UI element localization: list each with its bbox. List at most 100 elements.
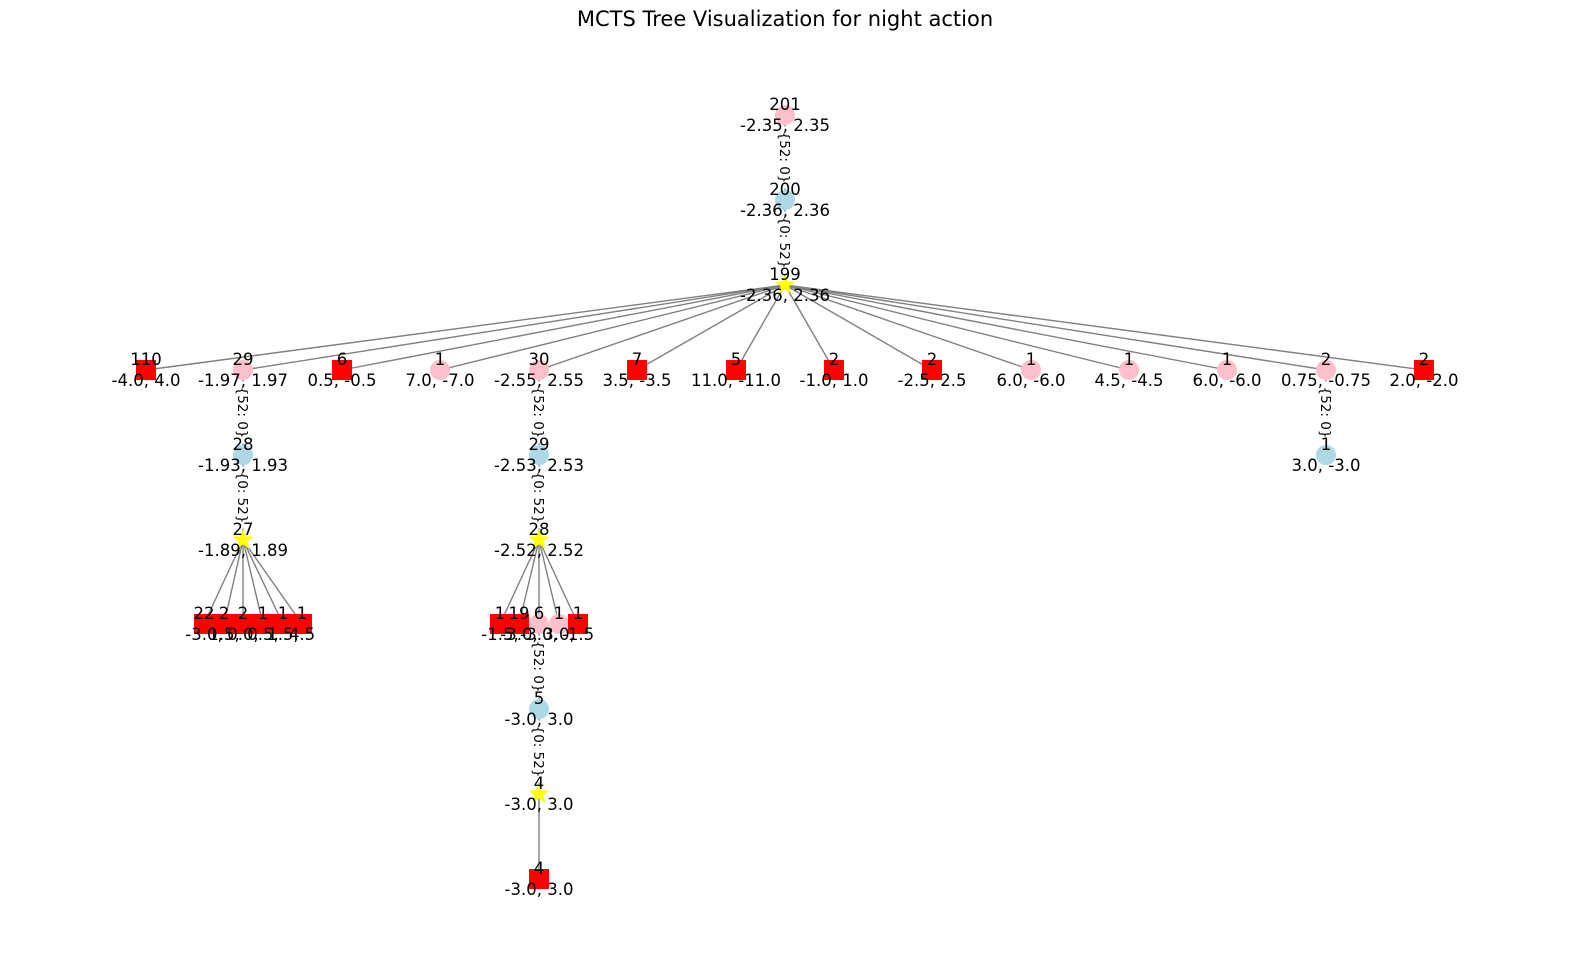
node-value: -2.52, 2.52 — [494, 541, 584, 560]
edge-label: {52: 0} — [1317, 387, 1333, 439]
tree-edge — [203, 539, 244, 625]
node-visit-count: 2 — [1419, 350, 1430, 369]
edge-label-group: {52: 0} — [530, 635, 548, 698]
tree-edge — [784, 284, 1425, 371]
tree-node-square — [509, 614, 529, 634]
tree-edge — [784, 284, 1228, 371]
node-value: -3.0, — [520, 625, 557, 644]
tree-edge — [145, 284, 786, 371]
tree-node-square — [214, 614, 234, 634]
tree-node-star — [774, 274, 796, 294]
node-visit-count: 7 — [632, 350, 643, 369]
edge-label: {52: 0} — [234, 387, 250, 439]
node-visit-count: 1 — [1321, 435, 1332, 454]
edge-label-group: {52: 0} — [234, 381, 252, 444]
tree-node-circle — [1316, 445, 1336, 465]
edge-label: {0: 52} — [776, 217, 792, 269]
node-value: 1.5, — [267, 625, 299, 644]
node-value: 7.0, -7.0 — [406, 371, 475, 390]
edge-label: {52: 0} — [530, 387, 546, 439]
tree-nodes — [136, 105, 1434, 889]
node-visit-count: 29 — [529, 435, 550, 454]
edge-label-group: {52: 0} — [776, 126, 794, 189]
tree-edge — [735, 284, 786, 371]
node-visit-count: 2 — [927, 350, 938, 369]
node-visit-count: 6 — [337, 350, 348, 369]
node-visit-count: 2 — [1321, 350, 1332, 369]
node-value: -2.5, 2.5 — [898, 371, 967, 390]
tree-node-square — [292, 614, 312, 634]
node-value: -1.97, 1.97 — [198, 371, 288, 390]
tree-node-circle — [775, 105, 795, 125]
tree-edge — [538, 284, 786, 371]
node-visit-count: 110 — [130, 350, 162, 369]
node-value: 3.5, -3.5 — [603, 371, 672, 390]
tree-edge — [242, 284, 786, 371]
tree-node-square — [233, 614, 253, 634]
edge-label: {0: 52} — [530, 472, 546, 524]
node-visit-count: 1 — [1124, 350, 1135, 369]
edge-label-group: {52: 0} — [530, 381, 548, 444]
tree-edge — [784, 284, 835, 371]
edge-label-background — [234, 381, 252, 444]
node-value: -2.36, 2.36 — [740, 286, 830, 305]
tree-node-circle — [430, 360, 450, 380]
node-value: 0.5, -0.5 — [308, 371, 377, 390]
tree-node-square — [627, 360, 647, 380]
node-visit-count: 27 — [233, 520, 254, 539]
node-value: 0.75, -0.75 — [1281, 371, 1371, 390]
node-visit-count: 4 — [534, 774, 545, 793]
node-visit-count: 1 — [278, 604, 289, 623]
node-visit-count: 1 — [573, 604, 584, 623]
edge-label-background — [234, 466, 252, 529]
node-visit-count: 199 — [769, 265, 801, 284]
node-value: -1.93, 1.93 — [198, 456, 288, 475]
tree-node-square — [194, 614, 214, 634]
node-value: -2.35, 2.35 — [740, 116, 830, 135]
tree-node-circle — [775, 190, 795, 210]
tree-edge — [223, 539, 244, 625]
tree-node-square — [332, 360, 352, 380]
tree-node-square — [568, 614, 588, 634]
edge-label-group: {0: 52} — [530, 720, 548, 783]
node-visit-count: 1 — [1026, 350, 1037, 369]
tree-node-circle — [529, 360, 549, 380]
node-value: -1.5, — [481, 625, 518, 644]
tree-node-square — [726, 360, 746, 380]
node-visit-count: 2 — [829, 350, 840, 369]
edge-label: {0: 52} — [530, 726, 546, 778]
node-value: -2.55, 2.55 — [494, 371, 584, 390]
node-visit-count: 2 — [238, 604, 249, 623]
tree-node-circle — [1119, 360, 1139, 380]
tree-node-circle — [549, 614, 569, 634]
edge-label-background — [1317, 381, 1335, 444]
tree-node-star — [528, 783, 550, 803]
tree-edge — [538, 539, 560, 625]
node-visit-count: 1 — [258, 604, 269, 623]
node-value: 4.5, -4.5 — [1095, 371, 1164, 390]
tree-node-circle — [529, 699, 549, 719]
tree-edge — [538, 539, 579, 625]
node-value: 4.5 — [289, 625, 315, 644]
edge-label-background — [530, 635, 548, 698]
node-visit-count: 200 — [769, 180, 801, 199]
tree-edge — [636, 284, 786, 371]
edge-label-group: {0: 52} — [234, 466, 252, 529]
tree-edge — [499, 539, 540, 625]
tree-edge — [784, 284, 933, 371]
tree-edge — [518, 539, 540, 625]
node-visit-count: 1 — [435, 350, 446, 369]
edge-label-background — [530, 720, 548, 783]
tree-node-star — [232, 529, 254, 549]
node-value: -2.53, 2.53 — [494, 456, 584, 475]
node-value: -1.89, 1.89 — [198, 541, 288, 560]
node-visit-count: 5 — [534, 689, 545, 708]
node-visit-count: 30 — [529, 350, 550, 369]
node-visit-count: 4 — [534, 859, 545, 878]
tree-node-square — [824, 360, 844, 380]
node-value: -3.0, 3.0 — [505, 880, 574, 899]
tree-node-square — [136, 360, 156, 380]
tree-labels: {52: 0} {0: 52} {52: 0} {0: 52} {52: 0} {0: 5… — [112, 95, 1459, 899]
node-value: 11.0, -11.0 — [691, 371, 781, 390]
